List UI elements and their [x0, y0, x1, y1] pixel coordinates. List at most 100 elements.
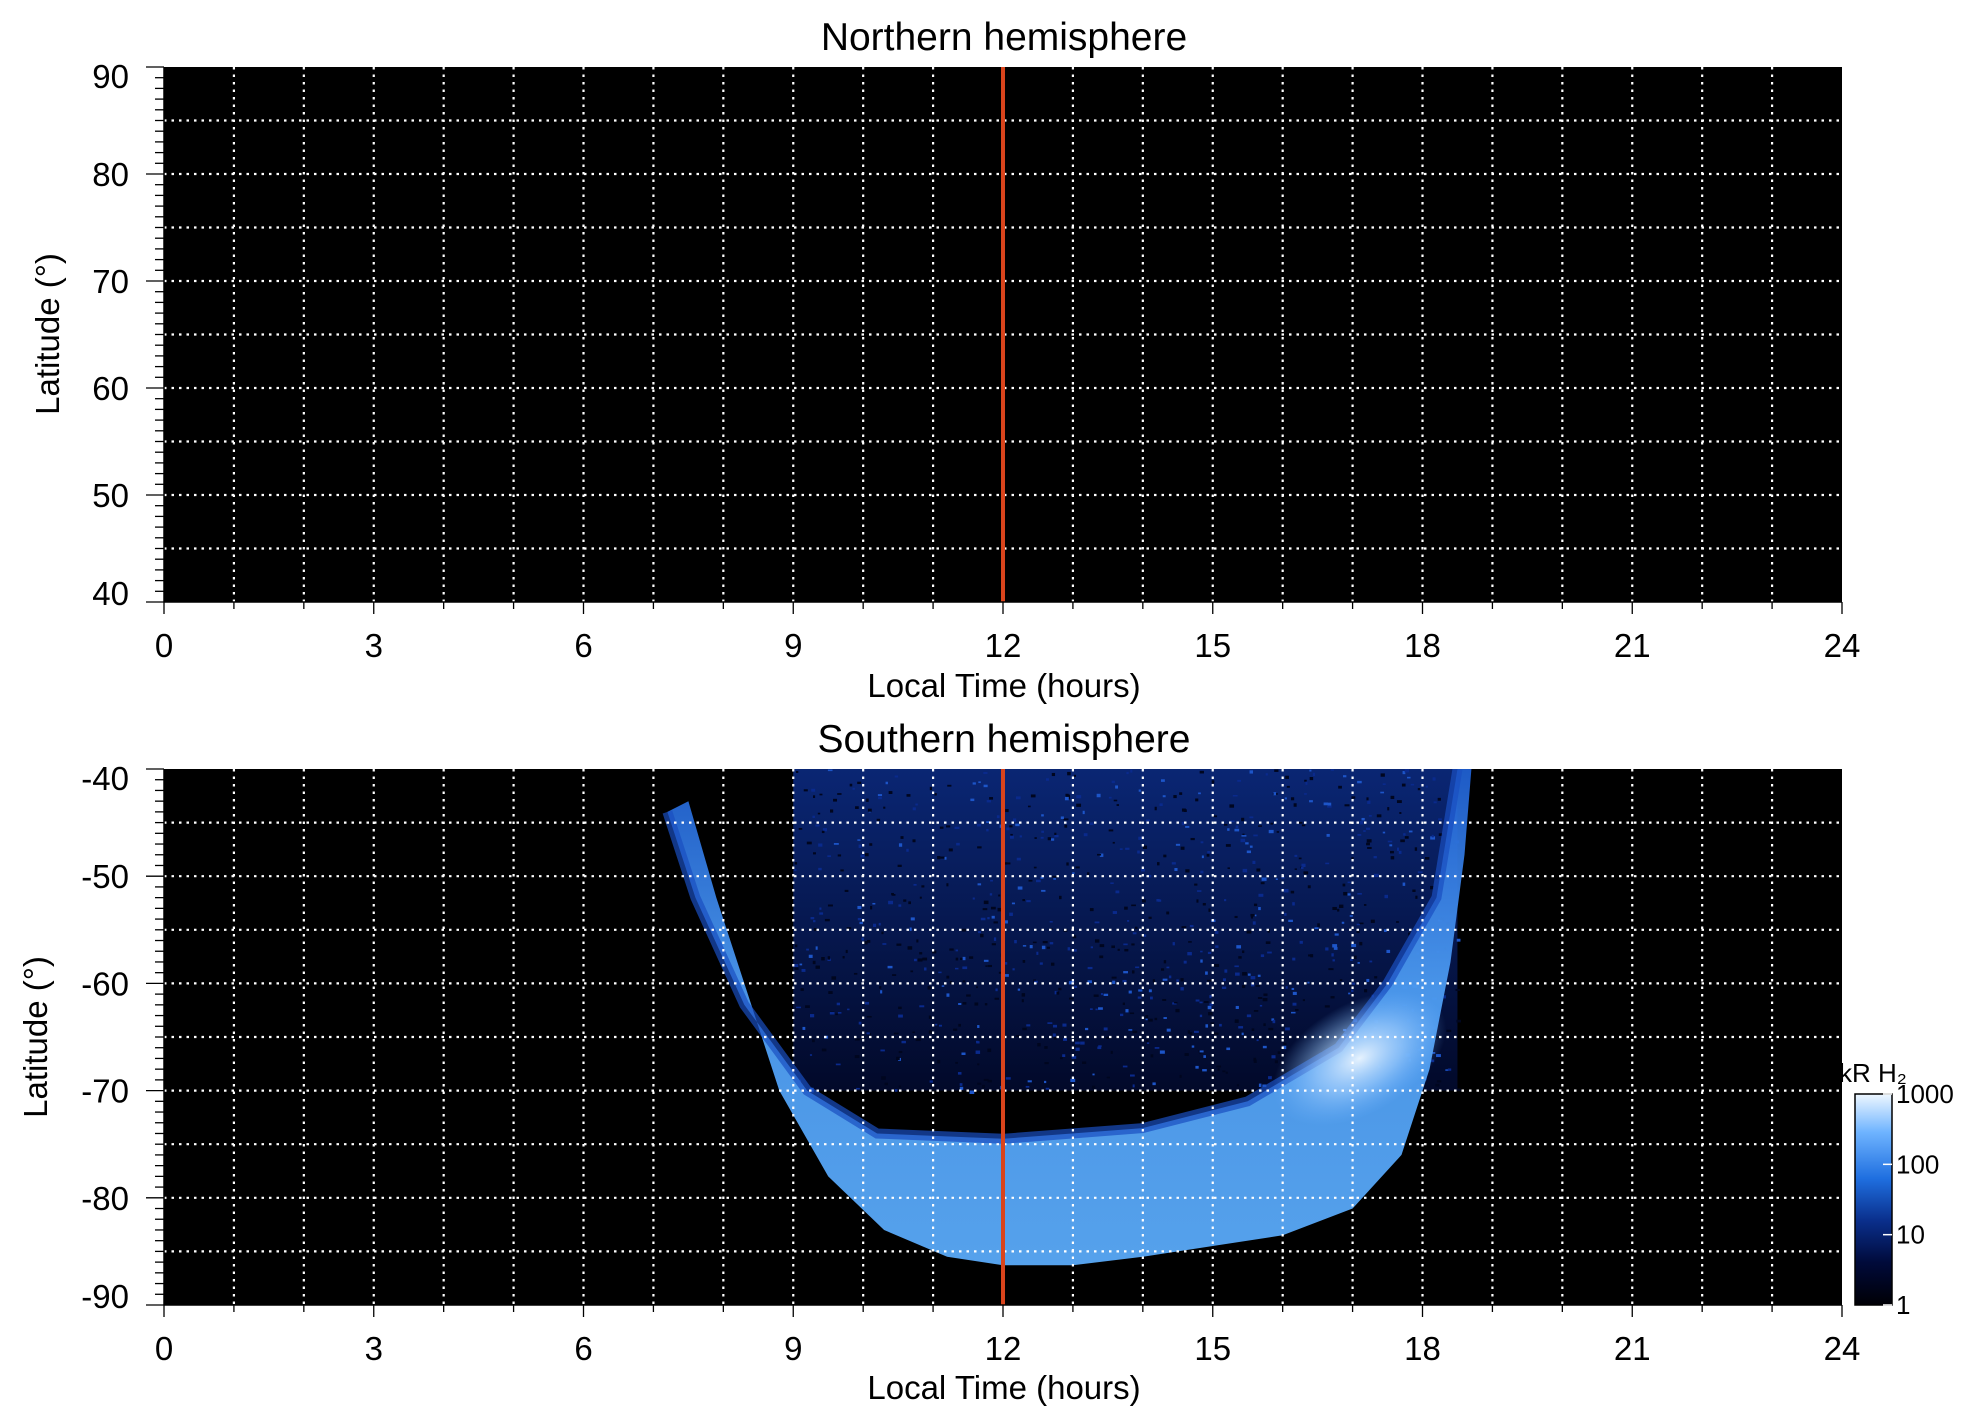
- emission-speckle: [1173, 795, 1177, 799]
- emission-speckle: [1438, 818, 1442, 821]
- emission-speckle: [1286, 785, 1290, 788]
- emission-speckle: [1357, 780, 1362, 784]
- emission-speckle: [1323, 802, 1329, 806]
- emission-speckle: [1203, 1001, 1209, 1003]
- emission-speckle: [1009, 835, 1014, 839]
- emission-speckle: [1368, 815, 1372, 817]
- emission-speckle: [815, 824, 820, 827]
- emission-speckle: [800, 988, 804, 992]
- north-y-tick-label: 80: [92, 156, 129, 193]
- emission-speckle: [1110, 882, 1114, 884]
- emission-speckle: [1245, 842, 1249, 845]
- emission-speckle: [1075, 1047, 1080, 1051]
- south-y-tick-label: -90: [81, 1278, 129, 1315]
- emission-speckle: [1305, 781, 1308, 785]
- emission-speckle: [1303, 871, 1309, 875]
- emission-speckle: [1157, 899, 1162, 902]
- emission-speckle: [1246, 930, 1252, 934]
- north-x-tick-label: 24: [1824, 627, 1861, 664]
- emission-speckle: [1205, 1024, 1209, 1028]
- emission-speckle: [818, 843, 823, 847]
- emission-speckle: [1274, 769, 1279, 772]
- emission-speckle: [939, 826, 944, 829]
- emission-speckle: [1146, 1042, 1150, 1044]
- south-y-label: Latitude (°): [17, 956, 54, 1118]
- emission-speckle: [857, 905, 862, 910]
- emission-speckle: [1268, 1076, 1272, 1080]
- emission-speckle: [1366, 839, 1372, 843]
- emission-speckle: [1199, 770, 1204, 774]
- emission-speckle: [1343, 775, 1347, 778]
- emission-speckle: [944, 856, 947, 860]
- emission-speckle: [821, 957, 825, 961]
- emission-speckle: [1163, 1017, 1167, 1019]
- emission-speckle: [957, 1072, 962, 1075]
- emission-speckle: [1027, 805, 1031, 808]
- emission-speckle: [1225, 1071, 1228, 1074]
- emission-speckle: [1271, 1055, 1276, 1059]
- emission-speckle: [1235, 1005, 1239, 1009]
- emission-speckle: [827, 855, 831, 858]
- emission-speckle: [940, 856, 945, 859]
- emission-speckle: [1332, 944, 1338, 948]
- emission-speckle: [975, 1050, 981, 1054]
- emission-speckle: [1148, 916, 1152, 919]
- emission-speckle: [1424, 857, 1430, 860]
- emission-speckle: [857, 917, 862, 921]
- emission-speckle: [1384, 894, 1389, 899]
- emission-speckle: [1265, 773, 1268, 776]
- emission-speckle: [953, 1028, 958, 1031]
- emission-speckle: [1179, 1074, 1182, 1078]
- emission-speckle: [1258, 907, 1261, 911]
- emission-speckle: [959, 1083, 963, 1086]
- emission-speckle: [1200, 841, 1204, 844]
- emission-speckle: [1082, 810, 1085, 815]
- emission-speckle: [1456, 938, 1461, 942]
- emission-speckle: [794, 862, 798, 865]
- emission-speckle: [1142, 934, 1147, 937]
- emission-speckle: [1404, 769, 1410, 773]
- emission-speckle: [983, 784, 988, 788]
- emission-speckle: [835, 1063, 841, 1066]
- emission-speckle: [1290, 890, 1295, 894]
- emission-speckle: [993, 937, 997, 941]
- south-y-tick-label: -50: [81, 858, 129, 895]
- emission-speckle: [977, 1025, 980, 1028]
- emission-speckle: [1040, 876, 1044, 879]
- emission-speckle: [1404, 836, 1409, 839]
- emission-speckle: [1076, 803, 1082, 807]
- emission-speckle: [1092, 1073, 1095, 1076]
- emission-speckle: [1124, 948, 1129, 952]
- emission-speckle: [1250, 976, 1256, 980]
- emission-speckle: [1344, 804, 1350, 807]
- emission-speckle: [858, 844, 862, 848]
- emission-speckle: [1131, 904, 1136, 907]
- emission-speckle: [910, 970, 914, 973]
- emission-speckle: [1257, 974, 1261, 977]
- emission-speckle: [1247, 973, 1251, 976]
- north-y-tick-label: 60: [92, 370, 129, 407]
- emission-speckle: [822, 828, 827, 832]
- emission-speckle: [1004, 920, 1008, 924]
- emission-speckle: [1290, 1011, 1296, 1014]
- emission-speckle: [1127, 919, 1130, 922]
- emission-speckle: [1062, 1023, 1067, 1027]
- emission-speckle: [1262, 1045, 1267, 1049]
- emission-speckle: [1188, 941, 1192, 943]
- emission-speckle: [1026, 900, 1031, 903]
- emission-speckle: [1187, 1030, 1191, 1034]
- emission-speckle: [919, 1005, 925, 1008]
- emission-speckle: [1352, 982, 1355, 985]
- emission-speckle: [1095, 1008, 1098, 1011]
- emission-speckle: [1344, 893, 1348, 896]
- emission-speckle: [1150, 1054, 1154, 1058]
- emission-speckle: [1213, 1032, 1219, 1035]
- emission-speckle: [1089, 822, 1094, 826]
- emission-speckle: [1083, 833, 1088, 837]
- emission-speckle: [1005, 862, 1011, 865]
- emission-speckle: [1396, 800, 1402, 804]
- emission-speckle: [922, 957, 928, 961]
- emission-speckle: [1350, 958, 1353, 962]
- emission-speckle: [1200, 950, 1203, 953]
- emission-speckle: [1417, 787, 1421, 791]
